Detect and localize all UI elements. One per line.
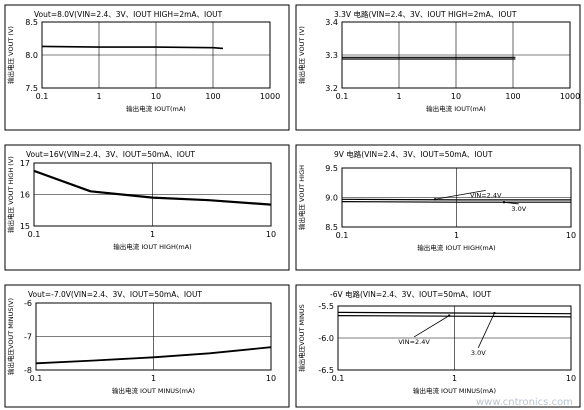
- x-tick-label: 100: [205, 92, 220, 101]
- annotation-arrow: [413, 315, 450, 338]
- x-axis-label: 输出电流 IOUT(mA): [426, 104, 486, 113]
- x-tick-label: 1: [396, 92, 401, 101]
- y-tick-label: -5.5: [318, 302, 334, 311]
- series-line: [341, 201, 571, 203]
- chart-title: 9V 电路(VIN=2.4、3V、IOUT=50mA、IOUT: [334, 149, 493, 159]
- y-tick-label: 7.5: [25, 84, 38, 93]
- chart-panel: 3.3V 电路(VIN=2.4、3V、IOUT HIGH=2mA、IOUT 0.1…: [295, 4, 581, 131]
- chart-title: Vout=8.0V(VIN=2.4、3V、IOUT HIGH=2mA、IOUT: [34, 10, 223, 19]
- x-tick-label: 10: [266, 230, 276, 239]
- y-tick-label: -8: [24, 366, 32, 375]
- y-tick-label: 3.2: [325, 84, 338, 93]
- y-tick-label: 8.0: [25, 51, 38, 60]
- series-line: [337, 315, 572, 318]
- y-tick-label: -6: [24, 299, 32, 308]
- annotation-label: 3.0V: [511, 205, 526, 213]
- chart-title: -6V 电路(VIN=2.4、3V、IOUT=50mA、IOUT: [330, 289, 492, 299]
- annotation-label: VIN=2.4V: [398, 338, 430, 346]
- y-tick-label: 15: [20, 222, 30, 231]
- annotation-arrow: [477, 312, 495, 348]
- x-tick-label: 1: [151, 374, 156, 383]
- x-tick-label: 0.1: [28, 230, 41, 239]
- annotation-arrowhead: [433, 198, 437, 201]
- chart-panel: -6V 电路(VIN=2.4、3V、IOUT=50mA、IOUT 0.1 1 10 -5…: [295, 284, 581, 408]
- y-tick-label: 8.5: [325, 223, 338, 232]
- x-tick-label: 10: [451, 92, 461, 101]
- watermark: www.cntronics.com: [476, 397, 573, 408]
- y-tick-label: 9.5: [325, 164, 338, 173]
- x-tick-label: 1: [96, 92, 101, 101]
- chart-title: Vout=16V(VIN=2.4、3V、IOUT=50mA、IOUT: [26, 150, 195, 159]
- annotation-label: 3.0V: [471, 349, 486, 357]
- y-tick-label: 3.4: [325, 18, 338, 27]
- x-tick-label: 0.1: [332, 374, 345, 383]
- y-tick-label: 16: [20, 191, 30, 200]
- chart-panel: Vout=-7.0V(VIN=2.4、3V、IOUT=50mA、IOUT 0.1 1…: [4, 284, 290, 408]
- annotation-label: VIN=2.4V: [470, 191, 502, 199]
- y-axis-label: 输出电压 VOUT (V): [297, 26, 306, 84]
- y-tick-label: -6.0: [318, 334, 334, 343]
- x-tick-label: 0.1: [336, 231, 349, 240]
- chart-title: 3.3V 电路(VIN=2.4、3V、IOUT HIGH=2mA、IOUT: [334, 9, 517, 19]
- y-axis-label: 输出电压 VOUT HIGH (V): [6, 156, 15, 233]
- x-tick-label: 10: [266, 374, 276, 383]
- x-tick-label: 100: [505, 92, 520, 101]
- chart-panel: Vout=8.0V(VIN=2.4、3V、IOUT HIGH=2mA、IOUT 0…: [4, 4, 290, 131]
- annotation-arrowhead: [493, 311, 496, 315]
- x-tick-label: 1000: [560, 92, 580, 101]
- chart-panel: Vout=16V(VIN=2.4、3V、IOUT=50mA、IOUT 0.1 1 10…: [4, 144, 290, 271]
- x-tick-label: 0.1: [30, 374, 43, 383]
- x-tick-label: 1: [452, 374, 457, 383]
- x-axis-label: 输出电流 IOUT MINUS(mA): [112, 386, 195, 395]
- chart-panel: 9V 电路(VIN=2.4、3V、IOUT=50mA、IOUT 0.1 1 10 8.5…: [295, 144, 581, 271]
- y-axis-label: 输出电压 VOUT HIGH: [297, 165, 306, 230]
- y-axis-label: 输出电压VOUT MINUS(V): [6, 298, 15, 375]
- series-line: [33, 169, 272, 206]
- y-tick-label: -7: [24, 333, 32, 342]
- x-tick-label: 0.1: [336, 92, 349, 101]
- y-tick-label: 9.0: [325, 194, 338, 203]
- series-line: [35, 346, 272, 365]
- chart-title: Vout=-7.0V(VIN=2.4、3V、IOUT=50mA、IOUT: [28, 290, 202, 299]
- y-tick-label: 8.5: [25, 18, 38, 27]
- x-tick-label: 0.1: [36, 92, 49, 101]
- y-tick-label: 17: [20, 159, 30, 168]
- x-axis-label: 输出电流 IOUT(mA): [126, 104, 186, 113]
- y-axis-label: 输出电压VOUT MINUS: [297, 304, 306, 372]
- x-tick-label: 1000: [260, 92, 280, 101]
- series-line: [337, 311, 572, 315]
- x-tick-label: 10: [151, 92, 161, 101]
- y-tick-label: 3.3: [325, 51, 338, 60]
- x-axis-label: 输出电流 IOUT HIGH(mA): [417, 243, 495, 252]
- annotation-arrowhead: [447, 314, 451, 317]
- y-tick-label: -6.5: [318, 366, 334, 375]
- y-axis-label: 输出电压 VOUT (V): [6, 26, 15, 84]
- x-axis-label: 输出电流 IOUT HIGH(mA): [113, 242, 191, 251]
- series-line: [341, 198, 571, 201]
- x-tick-label: 10: [566, 374, 576, 383]
- annotation-arrow: [435, 189, 486, 200]
- x-tick-label: 10: [566, 231, 576, 240]
- annotation-arrow: [503, 201, 519, 205]
- series-line: [41, 45, 224, 50]
- x-axis-label: 输出电流 IOUT MINUS(mA): [413, 386, 496, 395]
- x-tick-label: 1: [454, 231, 459, 240]
- x-tick-label: 1: [150, 230, 155, 239]
- annotation-arrowhead: [502, 201, 506, 204]
